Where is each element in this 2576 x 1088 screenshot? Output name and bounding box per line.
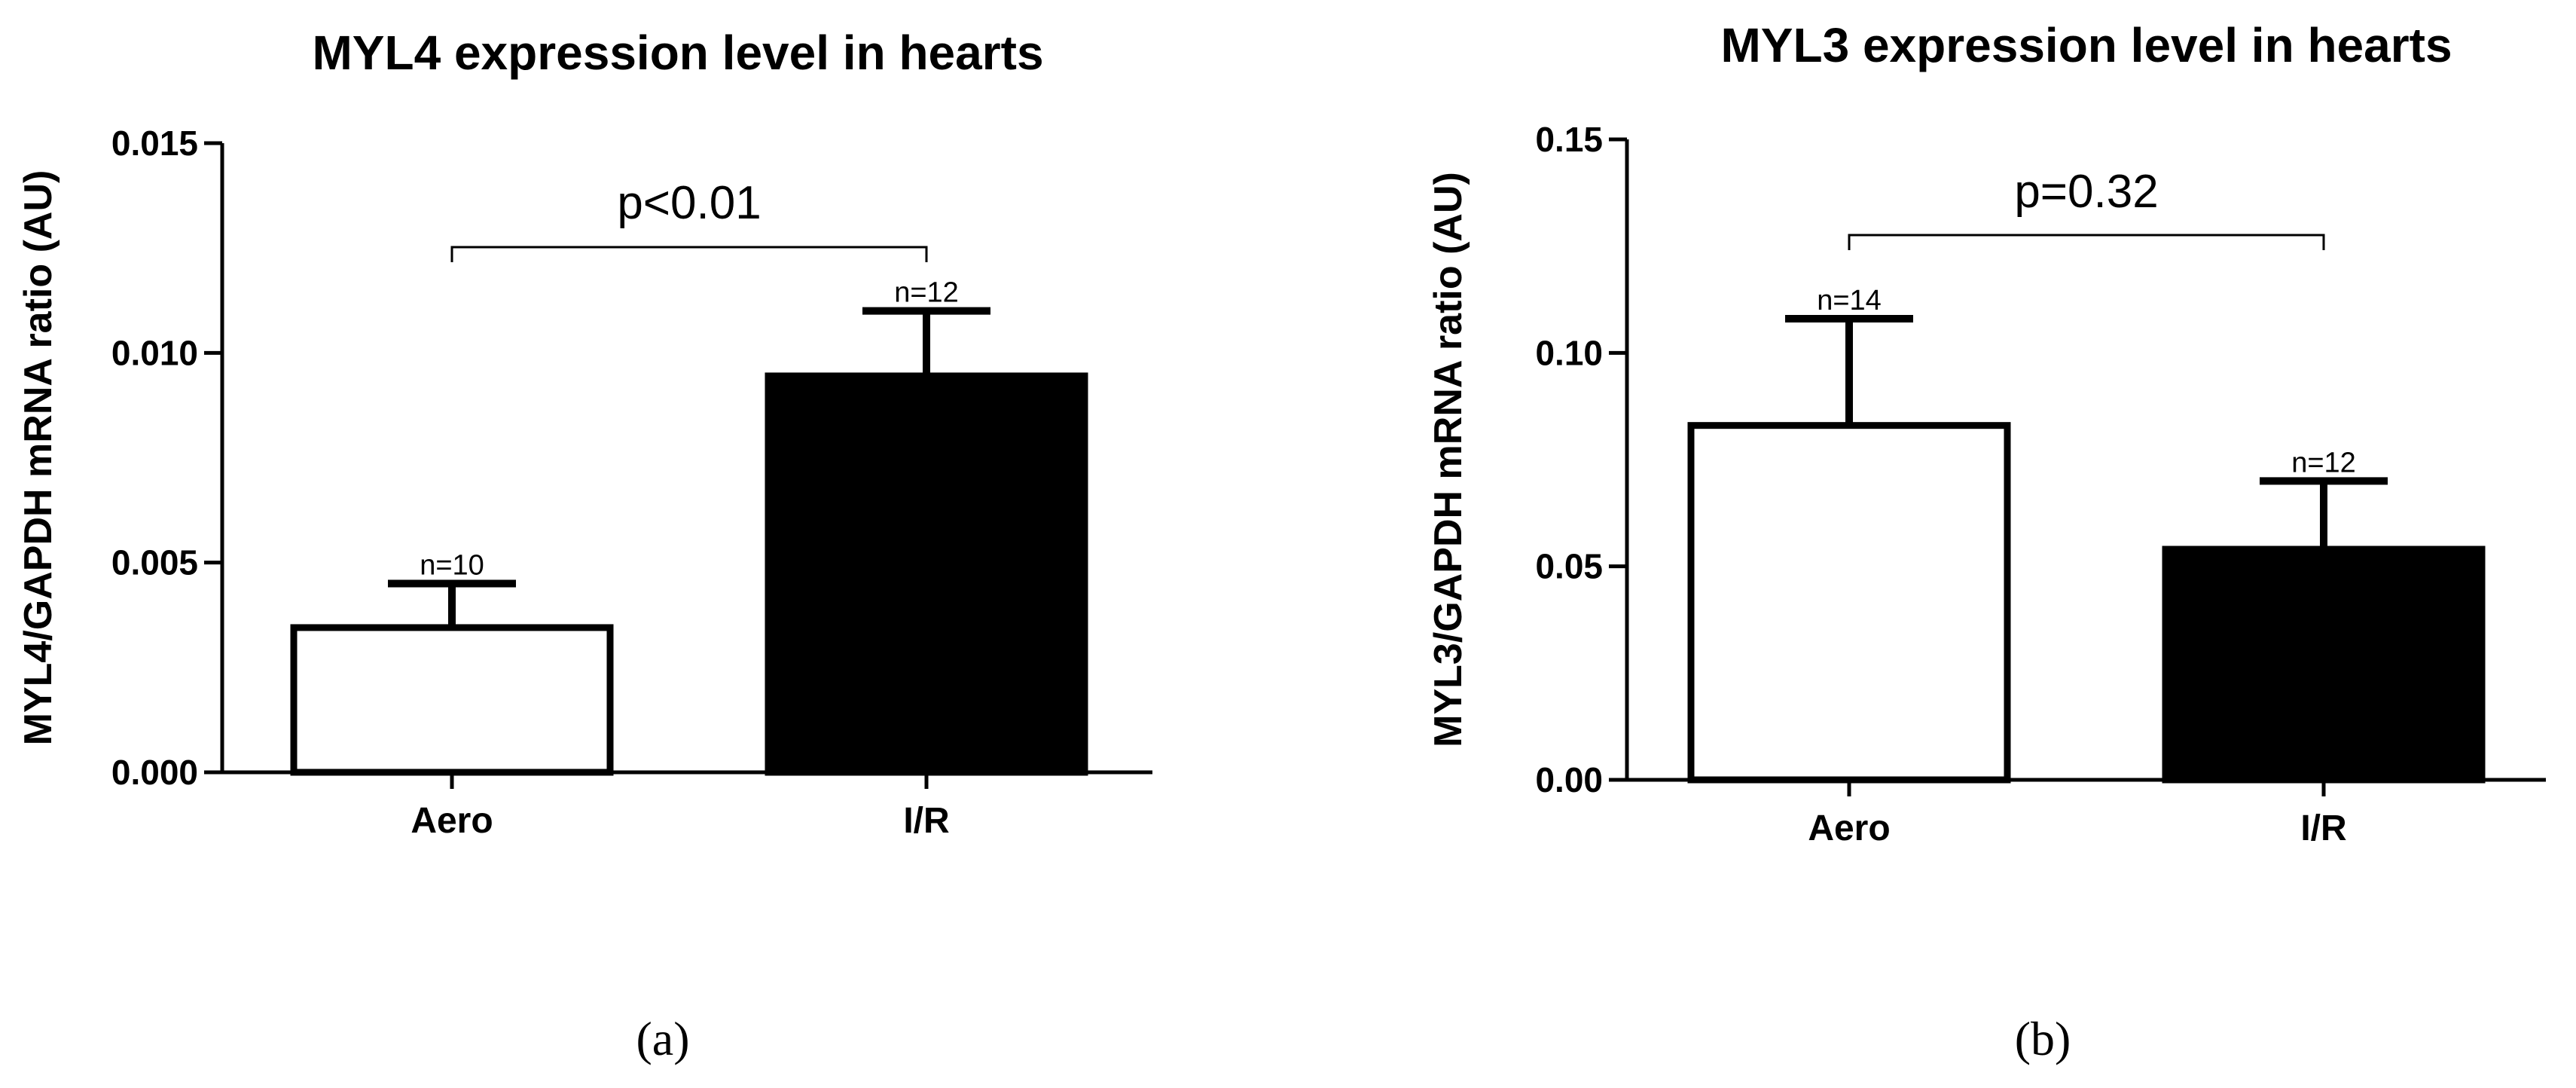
y-tick-label: 0.015 (111, 124, 198, 163)
bar-aero (1687, 422, 2011, 784)
y-tick-label: 0.05 (1535, 547, 1603, 586)
n-label: n=14 (1817, 285, 1882, 316)
panel-label: (a) (636, 1012, 689, 1065)
significance-bracket (450, 246, 928, 262)
y-tick-label: 0.005 (111, 543, 198, 582)
bar-aero (290, 624, 614, 776)
x-tick-label: I/R (903, 801, 949, 841)
chart-panel-1: MYL4 expression level in hearts MYL4/GAPD… (17, 26, 1152, 1065)
p-value-label: p<0.01 (617, 177, 761, 229)
y-tick-label: 0.00 (1535, 760, 1603, 799)
x-tick-label: I/R (2300, 808, 2346, 848)
chart-title: MYL3 expression level in hearts (1720, 18, 2452, 72)
y-tick-label: 0.10 (1535, 333, 1603, 372)
bar-ir (765, 372, 1088, 776)
significance-bracket (1848, 234, 2325, 250)
bar-ir (2162, 546, 2486, 784)
y-axis-label: MYL3/GAPDH mRNA ratio (AU) (1427, 172, 1470, 747)
panel-label: (b) (2015, 1012, 2071, 1065)
n-label: n=10 (420, 550, 484, 582)
n-label: n=12 (2291, 447, 2356, 478)
y-tick-label: 0.010 (111, 333, 198, 372)
n-label: n=12 (894, 277, 959, 309)
y-axis-label: MYL4/GAPDH mRNA ratio (AU) (17, 170, 60, 746)
x-tick-label: Aero (1808, 808, 1890, 848)
p-value-label: p=0.32 (2014, 166, 2158, 218)
x-tick-label: Aero (411, 801, 493, 841)
y-tick-label: 0.000 (111, 753, 198, 792)
chart-panel-2: MYL3 expression level in hearts MYL3/GAPD… (1427, 18, 2546, 1065)
y-tick-label: 0.15 (1535, 120, 1603, 159)
chart-title: MYL4 expression level in hearts (312, 26, 1043, 80)
